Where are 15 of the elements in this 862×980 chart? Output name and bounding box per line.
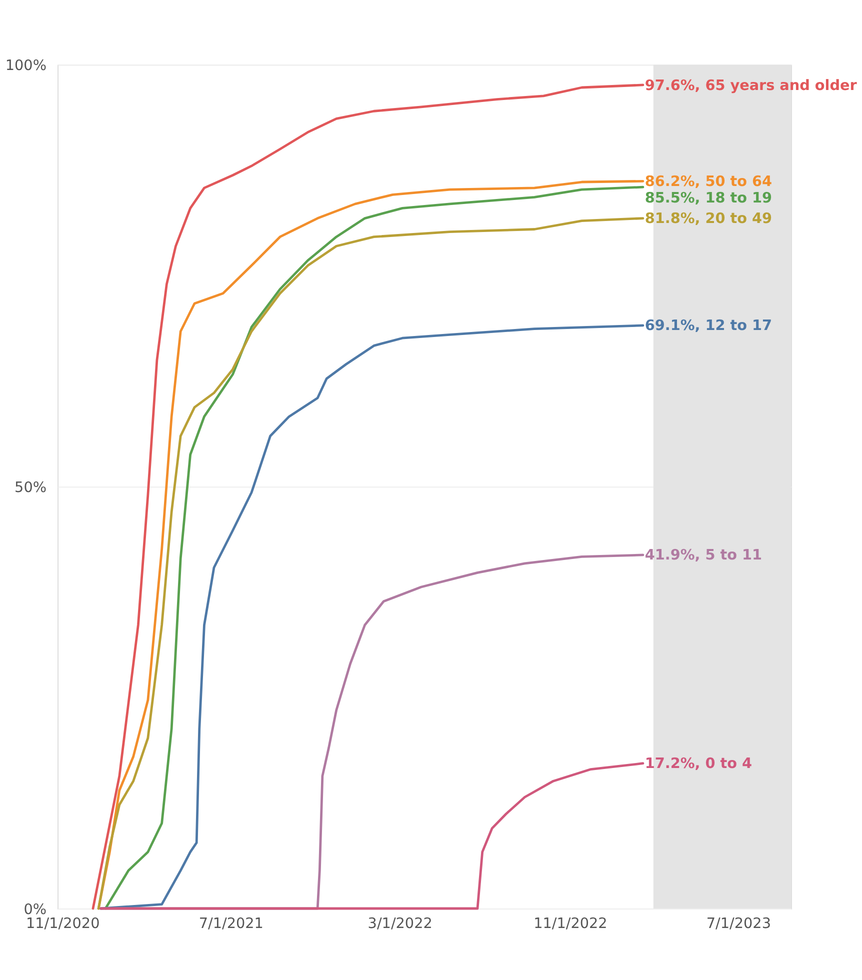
data-label: 97.6%, 65 years and older <box>644 78 858 94</box>
x-tick-label: 11/1/2022 <box>534 916 608 932</box>
x-tick-label: 3/1/2022 <box>368 916 432 932</box>
data-label: 41.9%, 5 to 11 <box>644 548 762 564</box>
y-tick-label: 0% <box>24 902 47 918</box>
data-label: 86.2%, 50 to 64 <box>644 174 772 190</box>
data-label: 81.8%, 20 to 49 <box>644 211 772 228</box>
x-tick-label: 11/1/2020 <box>26 916 100 932</box>
x-tick-label: 7/1/2021 <box>198 916 264 932</box>
x-tick-label: 7/1/2023 <box>706 916 771 932</box>
data-label: 17.2%, 0 to 4 <box>644 756 752 772</box>
data-label: 85.5%, 18 to 19 <box>644 190 772 206</box>
data-label: 69.1%, 12 to 17 <box>644 318 772 334</box>
y-tick-label: 100% <box>5 58 47 74</box>
y-tick-label: 50% <box>14 480 47 496</box>
